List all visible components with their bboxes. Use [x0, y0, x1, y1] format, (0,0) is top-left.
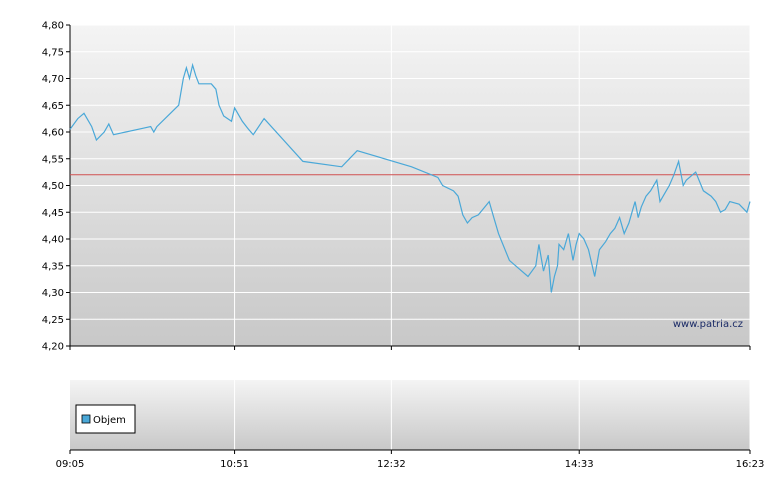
- y-tick-label: 4,45: [42, 208, 64, 219]
- y-tick-label: 4,55: [42, 154, 64, 165]
- legend-swatch-objem: [81, 414, 91, 424]
- y-tick-label: 4,50: [42, 181, 64, 192]
- volume-legend: Objem: [75, 404, 136, 434]
- y-tick-label: 4,30: [42, 288, 64, 299]
- price-y-axis: 4,80 4,75 4,70 4,65 4,60 4,55 4,50 4,45 4,40 4,35…: [42, 21, 70, 353]
- x-tick-label: 14:33: [565, 459, 594, 470]
- x-tick-label: 12:32: [377, 459, 406, 470]
- x-tick-label: 10:51: [220, 459, 249, 470]
- y-tick-label: 4,75: [42, 47, 64, 58]
- price-series-line: [69, 62, 751, 293]
- y-tick-label: 4,80: [42, 21, 64, 32]
- y-tick-label: 4,40: [42, 235, 64, 246]
- volume-plot-background: [70, 380, 750, 450]
- y-tick-label: 4,70: [42, 74, 64, 85]
- y-tick-label: 4,65: [42, 101, 64, 112]
- legend-label-objem: Objem: [93, 415, 126, 426]
- y-tick-label: 4,20: [42, 342, 64, 353]
- x-tick-label: 09:05: [56, 459, 85, 470]
- watermark: www.patria.cz: [673, 319, 743, 330]
- y-tick-label: 4,35: [42, 261, 64, 272]
- price-x-ticks: [69, 346, 751, 350]
- volume-grid: [234, 380, 751, 450]
- y-tick-label: 4,25: [42, 315, 64, 326]
- volume-x-axis: 09:05 10:51 12:32 14:33 16:23: [56, 450, 765, 470]
- x-tick-label: 16:23: [736, 459, 765, 470]
- y-tick-label: 4,60: [42, 128, 64, 139]
